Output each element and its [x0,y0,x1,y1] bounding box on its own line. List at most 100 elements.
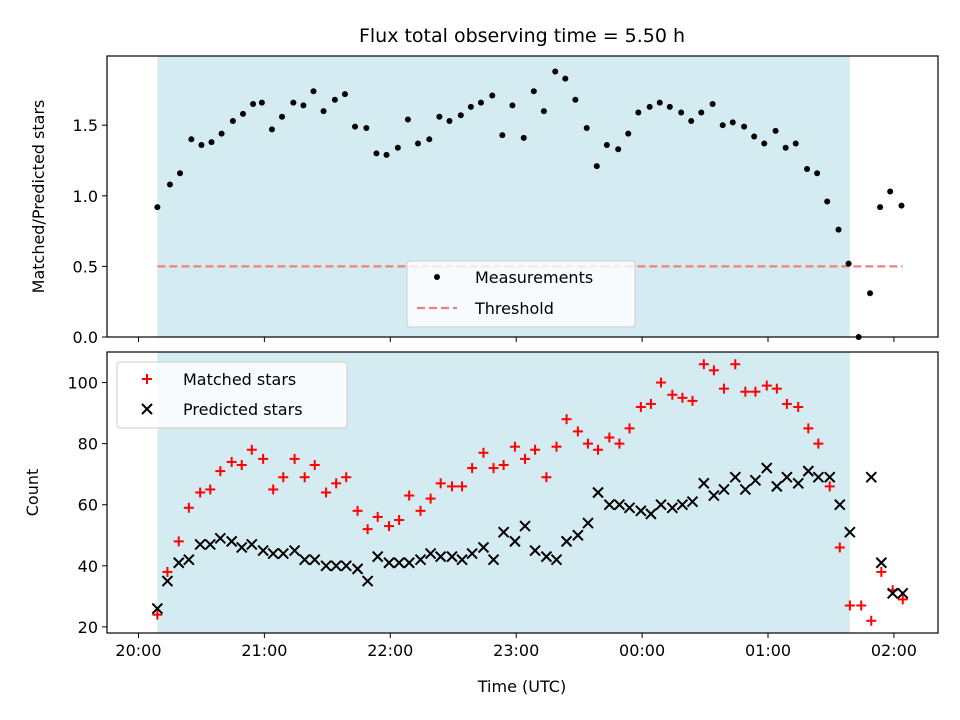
predicted-point [497,526,510,538]
matched-point [478,447,489,458]
predicted-point [414,553,427,566]
measurement-point [373,150,380,157]
matched-point [551,441,562,452]
measurement-point [698,109,705,116]
measurement-point [824,198,831,205]
matched-point [498,460,509,471]
matched-point [352,505,363,516]
matched-point [718,383,729,394]
measurement-point [646,103,653,110]
measurement-point [239,110,246,117]
predicted-point [645,508,657,520]
measurement-point [426,136,433,143]
predicted-point [424,547,437,560]
predicted-point [550,553,563,566]
y-tick-label: 40 [78,557,98,576]
predicted-point [771,480,783,493]
measurement-point [835,226,842,233]
measurement-point [218,130,225,137]
measurement-point [279,113,286,120]
legend-box [116,361,348,429]
axes-frame [106,55,939,338]
predicted-point [204,538,216,551]
predicted-point [288,544,301,557]
legend-box [406,260,636,328]
predicted-point [718,483,730,496]
measurement-point [540,108,547,115]
predicted-point [456,553,468,566]
predicted-point [320,560,332,572]
predicted-point [371,550,384,563]
measurement-point [250,101,257,108]
predicted-point [519,520,531,532]
matched-point [572,426,583,437]
predicted-point [466,547,478,560]
predicted-point [509,535,521,548]
predicted-point [330,560,342,572]
measurement-point [572,96,579,103]
x-axis-label: Time (UTC) [477,677,566,696]
matched-point [246,444,257,455]
matched-point [781,398,792,409]
matched-point [226,456,237,467]
predicted-point [383,557,395,569]
measurement-point [208,139,215,146]
matched-point [698,359,709,370]
matched-point [152,609,163,620]
predicted-point [183,553,195,566]
predicted-point [749,474,762,486]
predicted-point [434,550,447,563]
matched-point [856,600,867,611]
measurement-point [656,99,663,106]
measurement-point [625,130,632,137]
measurement-point [867,290,874,297]
predicted-point [824,471,836,483]
measurement-point [877,204,884,211]
y-tick-label: 60 [78,496,98,515]
measurement-point [258,99,265,106]
matched-point [467,463,478,474]
matched-point [803,423,814,434]
predicted-point [676,499,689,511]
predicted-point [686,495,699,508]
matched-point [541,472,552,483]
matched-point [509,441,520,452]
predicted-point [603,499,616,511]
matched-point [173,536,184,547]
legend-matched-marker [142,374,152,384]
x-tick-label: 02:00 [871,641,917,660]
predicted-point [708,489,720,502]
matched-point [824,481,835,492]
predicted-point [865,471,877,483]
measurement-point [678,109,685,116]
measurement-point [509,102,516,109]
matched-point [394,514,405,525]
legend-matched-label: Matched stars [183,370,296,389]
measurement-point [792,140,799,147]
measurement-point [320,108,327,115]
matched-point [457,481,468,492]
predicted-point [487,553,500,566]
x-tick-label: 00:00 [619,641,665,660]
predicted-point [309,553,321,566]
predicted-point [875,557,888,569]
predicted-point [886,587,899,600]
matched-point [730,359,741,370]
measurement-point [383,151,390,158]
matched-point [866,615,877,626]
matched-point [876,566,887,577]
predicted-point [161,575,174,587]
predicted-point [623,502,636,514]
predicted-point [151,602,164,615]
matched-point [215,466,226,477]
y-axis-label: Matched/Predicted stars [29,100,48,294]
x-tick-label: 22:00 [367,641,413,660]
measurement-point [761,140,768,147]
predicted-point [446,550,458,563]
measurement-point [635,109,642,116]
predicted-point [257,544,269,557]
measurement-point [845,260,852,267]
matched-point [362,524,373,535]
y-axis-label: Count [23,469,42,517]
